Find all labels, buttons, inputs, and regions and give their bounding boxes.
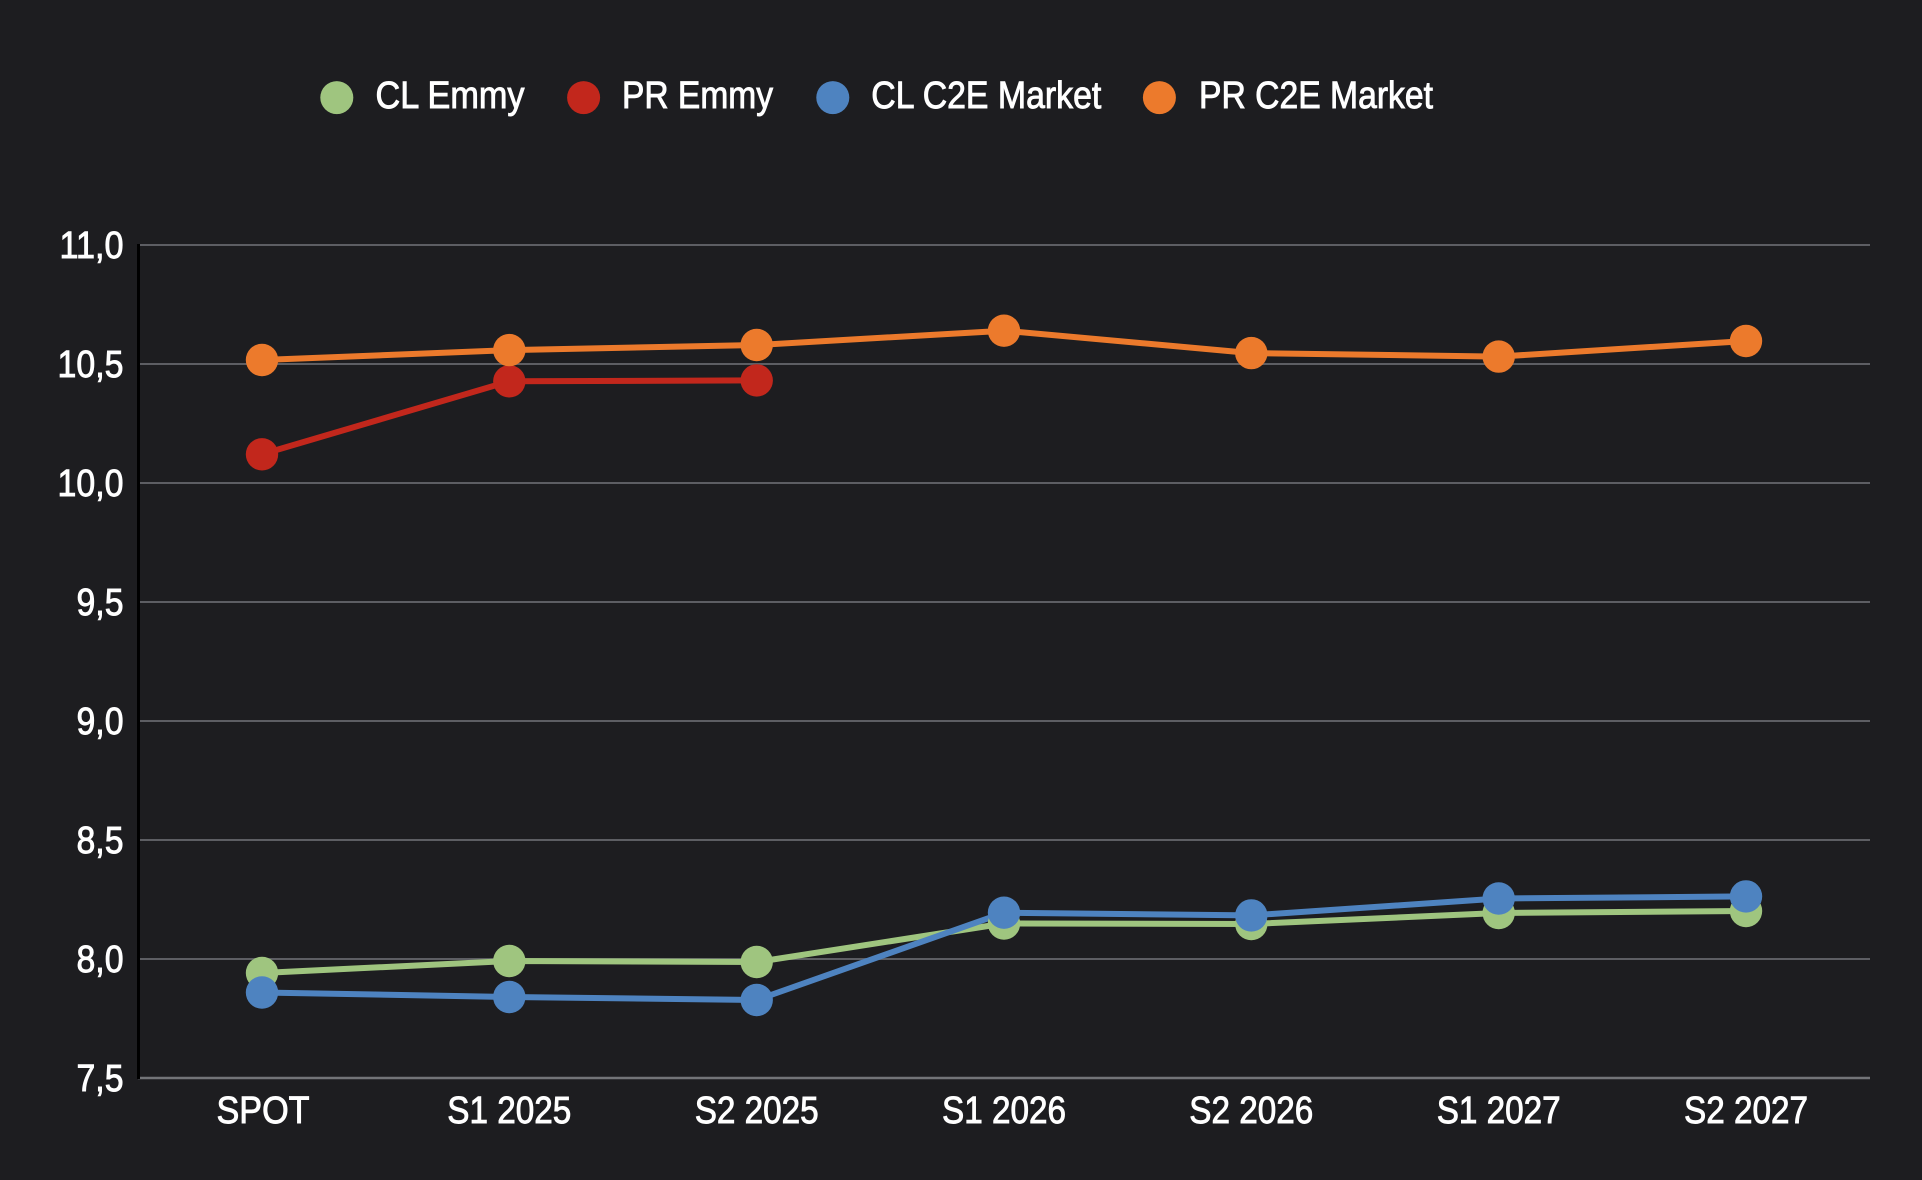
svg-text:S1 2026: S1 2026 (942, 1090, 1066, 1132)
svg-text:10,0: 10,0 (58, 463, 124, 505)
svg-text:S2 2025: S2 2025 (695, 1090, 819, 1132)
svg-text:8,0: 8,0 (77, 939, 124, 981)
svg-text:CL Emmy: CL Emmy (376, 75, 525, 117)
svg-text:10,5: 10,5 (58, 344, 124, 386)
svg-text:8,5: 8,5 (77, 820, 124, 862)
svg-text:11,0: 11,0 (60, 225, 124, 267)
svg-text:S2 2027: S2 2027 (1684, 1090, 1808, 1132)
svg-text:7,5: 7,5 (77, 1058, 124, 1100)
svg-text:SPOT: SPOT (217, 1090, 310, 1132)
svg-text:9,5: 9,5 (77, 582, 124, 624)
svg-text:S1 2027: S1 2027 (1437, 1090, 1561, 1132)
svg-text:CL C2E Market: CL C2E Market (871, 75, 1101, 117)
svg-text:PR Emmy: PR Emmy (622, 75, 773, 117)
svg-text:S2 2026: S2 2026 (1189, 1090, 1313, 1132)
svg-text:S1 2025: S1 2025 (447, 1090, 571, 1132)
svg-text:9,0: 9,0 (77, 701, 124, 743)
svg-text:PR C2E Market: PR C2E Market (1199, 75, 1433, 117)
